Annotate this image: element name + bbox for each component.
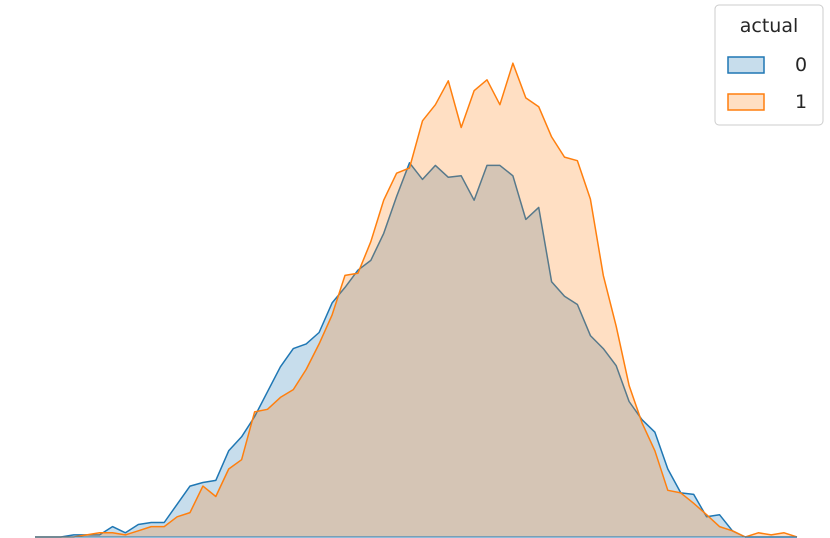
legend-title: actual (740, 15, 799, 37)
legend-label-1: 1 (795, 91, 807, 113)
legend-swatch-1 (727, 93, 765, 111)
legend-frame (714, 4, 824, 126)
series-1-line (35, 62, 798, 538)
series-1-area (35, 63, 797, 537)
legend-label-0: 0 (795, 54, 807, 76)
plot-area (35, 62, 798, 538)
legend-swatch-0 (727, 56, 765, 74)
legend: actual 0 1 (714, 4, 824, 126)
series-0-area (35, 162, 797, 538)
series-0-line (35, 162, 797, 538)
